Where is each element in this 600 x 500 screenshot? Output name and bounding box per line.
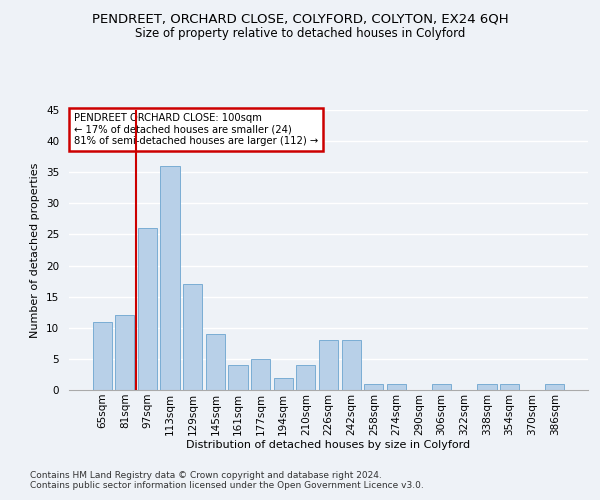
Bar [432,384,451,390]
Y-axis label: Number of detached properties: Number of detached properties [31,162,40,338]
Bar [319,340,338,390]
Text: PENDREET, ORCHARD CLOSE, COLYFORD, COLYTON, EX24 6QH: PENDREET, ORCHARD CLOSE, COLYFORD, COLYT… [92,12,508,26]
Bar [92,322,112,390]
Bar [206,334,225,390]
Bar [115,316,134,390]
Bar [500,384,519,390]
Bar [251,359,270,390]
Text: PENDREET ORCHARD CLOSE: 100sqm
← 17% of detached houses are smaller (24)
81% of : PENDREET ORCHARD CLOSE: 100sqm ← 17% of … [74,113,319,146]
Bar [387,384,406,390]
Text: Size of property relative to detached houses in Colyford: Size of property relative to detached ho… [135,28,465,40]
Bar [274,378,293,390]
Bar [138,228,157,390]
Bar [545,384,565,390]
Bar [183,284,202,390]
Bar [477,384,497,390]
Bar [341,340,361,390]
X-axis label: Distribution of detached houses by size in Colyford: Distribution of detached houses by size … [187,440,470,450]
Bar [229,365,248,390]
Bar [160,166,180,390]
Bar [296,365,316,390]
Text: Contains HM Land Registry data © Crown copyright and database right 2024.
Contai: Contains HM Land Registry data © Crown c… [30,470,424,490]
Bar [364,384,383,390]
